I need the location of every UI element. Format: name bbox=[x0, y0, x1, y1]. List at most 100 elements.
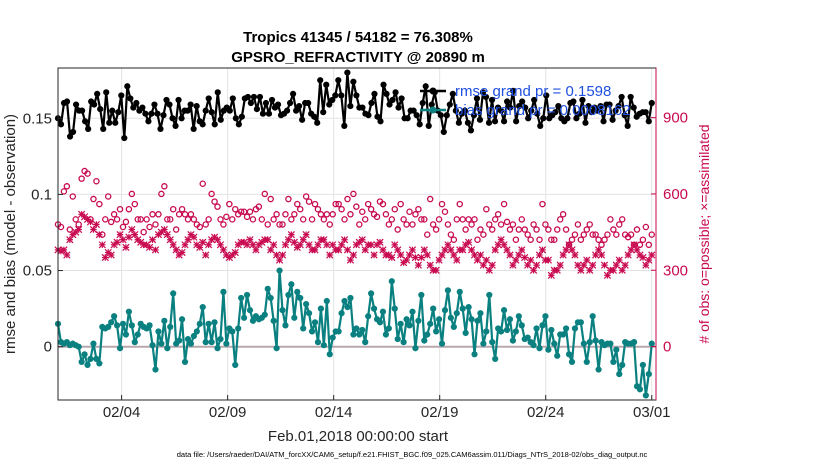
obs-possible-point bbox=[341, 216, 348, 223]
obs-possible-point bbox=[128, 190, 136, 198]
rmse-point bbox=[513, 118, 520, 125]
y-tick-label-right: 300 bbox=[663, 262, 688, 279]
rmse-point bbox=[621, 112, 628, 119]
bias-point bbox=[111, 313, 118, 320]
obs-possible-point bbox=[474, 236, 481, 243]
obs-assimilated-point bbox=[470, 251, 479, 259]
obs-possible-point bbox=[146, 223, 153, 231]
rmse-point bbox=[226, 107, 233, 114]
bias-point bbox=[208, 339, 215, 346]
obs-possible-point bbox=[107, 218, 115, 226]
bias-point bbox=[196, 320, 203, 327]
obs-assimilated-point bbox=[515, 251, 523, 259]
rmse-point bbox=[600, 118, 607, 125]
bias-point bbox=[610, 358, 617, 366]
obs-assimilated-point bbox=[119, 236, 127, 244]
rmse-point bbox=[317, 77, 324, 84]
rmse-point bbox=[205, 95, 212, 102]
obs-possible-point bbox=[429, 221, 437, 228]
obs-possible-point bbox=[530, 221, 537, 228]
x-axis-label: Feb.01,2018 00:00:00 start bbox=[268, 428, 449, 445]
bias-point bbox=[285, 291, 292, 299]
rmse-point bbox=[537, 122, 544, 129]
bias-point bbox=[178, 316, 186, 323]
obs-assimilated-point bbox=[521, 253, 529, 262]
obs-possible-point bbox=[415, 205, 422, 213]
bias-point bbox=[314, 339, 322, 346]
obs-assimilated-point bbox=[302, 231, 310, 239]
obs-assimilated-point bbox=[615, 256, 623, 264]
obs-assimilated-point bbox=[397, 251, 405, 259]
obs-possible-point bbox=[122, 218, 130, 226]
x-tick-label: 03/01 bbox=[633, 404, 671, 421]
obs-assimilated-point bbox=[538, 246, 547, 254]
bias-point bbox=[430, 305, 437, 312]
y-tick-label-left: 0.15 bbox=[23, 110, 52, 127]
bias-point bbox=[551, 340, 558, 347]
rmse-point bbox=[202, 107, 209, 114]
obs-possible-point bbox=[648, 231, 656, 238]
bias-point bbox=[267, 294, 274, 302]
rmse-point bbox=[283, 107, 291, 114]
obs-possible-point bbox=[350, 190, 357, 198]
obs-possible-point bbox=[169, 205, 177, 213]
obs-possible-point bbox=[536, 236, 543, 243]
obs-possible-point bbox=[364, 200, 372, 208]
obs-possible-point bbox=[102, 216, 109, 223]
rmse-point bbox=[573, 115, 580, 122]
bias-point bbox=[462, 329, 469, 337]
bias-series-line bbox=[56, 269, 653, 397]
rmse-point bbox=[190, 125, 197, 133]
rmse-point bbox=[353, 92, 360, 99]
obs-possible-point bbox=[69, 193, 77, 200]
y-tick-label-right: 0 bbox=[663, 339, 671, 356]
rmse-point bbox=[118, 92, 125, 99]
bias-point bbox=[347, 294, 354, 302]
rmse-point bbox=[157, 125, 164, 133]
bias-point bbox=[645, 371, 652, 378]
rmse-point bbox=[497, 107, 505, 114]
obs-assimilated-point bbox=[145, 243, 154, 251]
rmse-point bbox=[217, 116, 224, 123]
obs-assimilated-point bbox=[464, 238, 473, 246]
obs-assimilated-point bbox=[343, 246, 352, 254]
obs-assimilated-point bbox=[75, 225, 83, 234]
legend-bias-marker bbox=[429, 106, 437, 114]
obs-possible-point bbox=[214, 203, 221, 210]
rmse-point bbox=[130, 104, 137, 111]
obs-possible-point bbox=[639, 236, 647, 243]
obs-possible-point bbox=[400, 216, 407, 223]
bias-point bbox=[492, 355, 499, 362]
bias-point bbox=[554, 352, 561, 359]
bias-point bbox=[388, 278, 395, 285]
bias-point bbox=[113, 322, 121, 329]
bias-point bbox=[379, 308, 387, 315]
rmse-point bbox=[293, 107, 300, 114]
obs-assimilated-point bbox=[131, 231, 139, 239]
rmse-point bbox=[440, 128, 447, 136]
obs-possible-point bbox=[288, 216, 295, 223]
obs-assimilated-point bbox=[600, 261, 609, 269]
rmse-point bbox=[437, 112, 444, 119]
bias-point bbox=[84, 361, 91, 369]
obs-possible-point bbox=[432, 226, 440, 233]
obs-possible-point bbox=[503, 218, 511, 226]
rmse-point bbox=[413, 112, 420, 119]
obs-possible-point bbox=[571, 231, 579, 238]
rmse-point bbox=[422, 83, 429, 90]
rmse-point bbox=[543, 92, 550, 99]
obs-possible-point bbox=[202, 221, 209, 228]
obs-assimilated-point bbox=[618, 266, 626, 274]
rmse-point bbox=[335, 77, 342, 84]
bias-point bbox=[264, 285, 271, 292]
bias-point bbox=[577, 319, 584, 326]
obs-assimilated-point bbox=[544, 256, 552, 264]
y-tick-label-left: 0 bbox=[44, 339, 52, 356]
rmse-point bbox=[91, 101, 98, 108]
bias-point bbox=[311, 319, 319, 326]
chart-title-line2: GPSRO_REFRACTIVITY @ 20890 m bbox=[231, 49, 485, 66]
bias-point bbox=[607, 340, 614, 347]
obs-possible-point bbox=[249, 216, 257, 223]
rmse-point bbox=[395, 104, 402, 111]
rmse-point bbox=[404, 115, 411, 122]
